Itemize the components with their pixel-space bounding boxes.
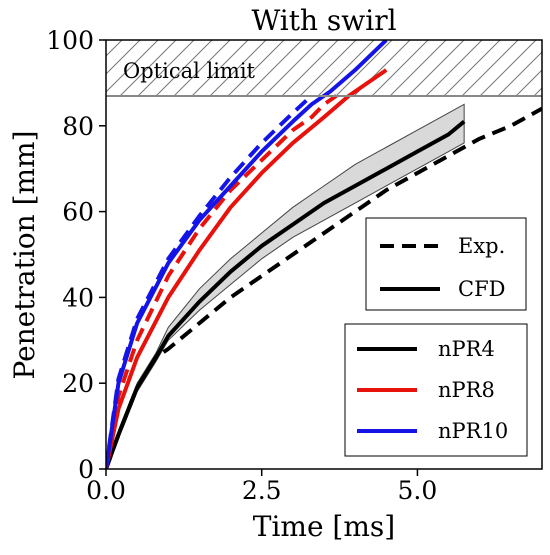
x-tick-label: 5.0 [398,476,438,505]
y-tick-label: 100 [46,26,94,55]
line-style-legend: Exp. CFD [365,217,527,311]
series-legend: nPR4 nPR8 nPR10 [344,323,528,457]
x-tick-label: 2.5 [242,476,282,505]
y-tick-label: 40 [62,283,94,312]
y-tick-label: 80 [62,112,94,141]
legend-npr8-label: nPR8 [438,378,495,402]
legend-npr10-label: nPR10 [438,419,508,443]
npr8-exp--line [106,94,338,469]
y-axis-label: Penetration [mm] [8,130,41,379]
npr4-exp--line [106,106,542,469]
y-tick-label: 60 [62,198,94,227]
legend-cfd-label: CFD [458,277,505,301]
npr10-exp--line [106,94,313,469]
optical-limit-label: Optical limit [123,59,256,83]
x-tick-label: 0.0 [86,476,126,505]
line-style-legend-box [365,217,527,311]
legend-npr4-label: nPR4 [438,337,495,361]
plot-frame [105,39,543,470]
optical-limit-region [106,40,542,96]
legend-exp-label: Exp. [458,234,505,258]
x-axis-label: Time [ms] [253,510,395,543]
y-tick-label: 20 [62,369,94,398]
npr8-cfd-line [106,68,388,469]
chart-title: With swirl [251,4,396,37]
y-tick-label: 0 [78,455,94,484]
